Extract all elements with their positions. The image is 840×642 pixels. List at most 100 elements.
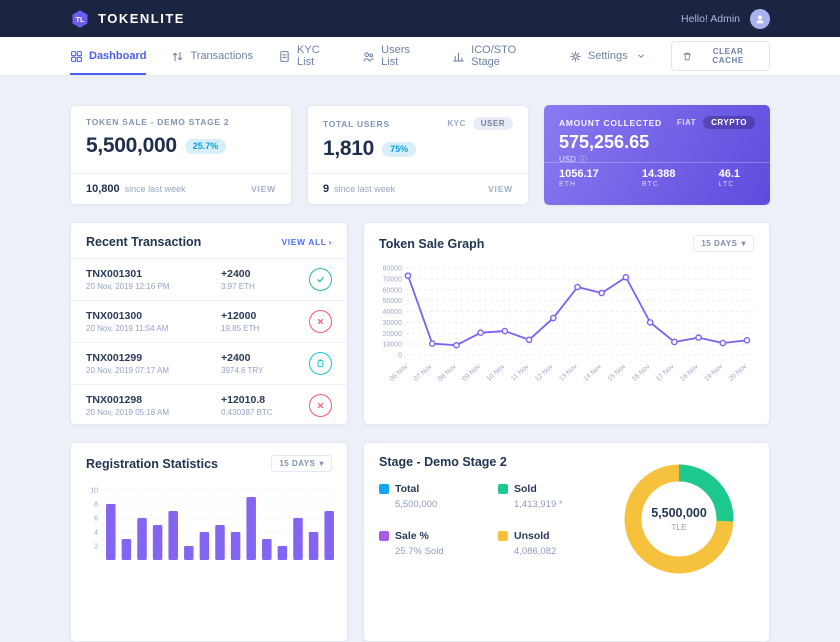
- graph-period-dropdown[interactable]: 15 DAYS ▾: [693, 235, 754, 252]
- total-users-percent-badge: 75%: [382, 141, 417, 157]
- nav-item-users-list[interactable]: Users List: [362, 37, 427, 75]
- nav-item-dashboard[interactable]: Dashboard: [70, 37, 147, 75]
- transaction-id: TNX001301: [86, 268, 143, 280]
- user-toggle[interactable]: USER: [472, 117, 513, 130]
- transaction-crypto-amount: 3.97 ETH: [221, 282, 255, 291]
- svg-text:13 Nov: 13 Nov: [558, 363, 579, 383]
- legend-value: 1,413,919 *: [514, 499, 563, 510]
- transaction-row[interactable]: TNX001300 20 Nov, 2019 11:54 AM +12000 1…: [71, 300, 347, 342]
- brand-logo[interactable]: TL TOKENLITE: [70, 9, 185, 29]
- eth-value: 1056.17: [559, 168, 599, 180]
- legend-value: 25.7% Sold: [395, 546, 444, 557]
- svg-text:6: 6: [94, 516, 98, 523]
- total-users-view-link[interactable]: VIEW: [488, 184, 513, 194]
- nav-item-label: Settings: [587, 50, 628, 62]
- chevron-down-icon: [637, 54, 644, 58]
- svg-text:0: 0: [398, 353, 402, 360]
- nav-item-kyc-list[interactable]: KYC List: [278, 37, 337, 75]
- registration-bar-chart: 2 4 6 8 10: [90, 488, 337, 560]
- token-sale-line-chart: 0 10000 20000 30000 40000 50000 60000 70000 8000…: [383, 266, 755, 383]
- transaction-crypto-amount: 0.430387 BTC: [221, 408, 273, 417]
- legend-label: Sale %: [395, 530, 429, 542]
- greeting-text: Hello! Admin: [681, 12, 740, 25]
- svg-text:11 Nov: 11 Nov: [510, 363, 531, 383]
- svg-text:15 Nov: 15 Nov: [607, 363, 628, 383]
- amount-collected-title: AMOUNT COLLECTED: [559, 117, 662, 128]
- svg-text:18 Nov: 18 Nov: [679, 363, 700, 383]
- btc-amount: 14.388 BTC: [642, 168, 676, 205]
- legend-label: Unsold: [514, 530, 550, 542]
- chevron-right-icon: ›: [328, 237, 332, 247]
- transaction-status-icon: [309, 394, 332, 417]
- total-users-delta: 9: [323, 183, 330, 195]
- total-users-value: 1,810: [323, 137, 375, 160]
- btc-label: BTC: [641, 181, 659, 188]
- token-sale-view-link[interactable]: VIEW: [251, 184, 276, 194]
- svg-text:12 Nov: 12 Nov: [534, 363, 555, 383]
- nav-item-label: Dashboard: [89, 50, 147, 62]
- svg-text:19 Nov: 19 Nov: [703, 363, 724, 383]
- transaction-status-icon: [309, 352, 332, 375]
- brand-name: TOKENLITE: [98, 11, 185, 26]
- fiat-toggle[interactable]: FIAT: [676, 118, 697, 127]
- kyc-toggle[interactable]: KYC: [447, 119, 466, 128]
- transaction-row[interactable]: TNX001298 20 Nov, 2019 05:18 AM +12010.8…: [71, 384, 347, 426]
- eth-amount: 1056.17 ETH: [559, 168, 599, 205]
- stage-card: Stage - Demo Stage 2 Total 5,500,000 Sol…: [363, 442, 770, 642]
- svg-text:2: 2: [94, 544, 98, 551]
- total-users-card: TOTAL USERS KYC USER 1,810 75% 9 since l…: [307, 105, 529, 205]
- chevron-down-icon: ▾: [741, 239, 746, 248]
- legend-item-unsold: Unsold 4,086,082: [498, 530, 603, 557]
- svg-text:30000: 30000: [383, 320, 403, 327]
- transaction-id: TNX001299: [86, 352, 143, 364]
- dashboard-icon: [71, 50, 82, 62]
- legend-value: 5,500,000: [395, 499, 438, 510]
- user-avatar[interactable]: [750, 8, 770, 29]
- clear-cache-button[interactable]: CLEAR CACHE: [670, 41, 770, 71]
- clear-cache-label: CLEAR CACHE: [712, 47, 744, 65]
- nav-item-label: Users List: [381, 44, 410, 68]
- transaction-id: TNX001298: [86, 394, 143, 406]
- crypto-toggle[interactable]: CRYPTO: [703, 116, 755, 129]
- tokenlite-logo-icon: TL: [72, 9, 88, 28]
- svg-text:16 Nov: 16 Nov: [631, 363, 652, 383]
- main-nav: Dashboard Transactions KYC List Users Li…: [0, 37, 840, 76]
- token-sale-graph-title: Token Sale Graph: [379, 236, 485, 251]
- graph-period-label: 15 DAYS: [701, 239, 738, 248]
- svg-text:60000: 60000: [383, 287, 403, 294]
- registration-period-dropdown[interactable]: 15 DAYS ▾: [271, 455, 332, 472]
- transaction-row[interactable]: TNX001301 20 Nov, 2019 12:16 PM +2400 3.…: [71, 258, 347, 300]
- legend-item-sold: Sold 1,413,919 *: [498, 483, 603, 510]
- token-sale-graph-card: Token Sale Graph 15 DAYS ▾ 0 10000 20000 30…: [363, 222, 770, 425]
- legend-swatch-sale-pct: [379, 531, 389, 541]
- recent-transactions-card: Recent Transaction VIEW ALL › TNX001301 …: [70, 222, 348, 425]
- legend-value: 4,086,082: [514, 546, 557, 557]
- nav-item-label: Transactions: [190, 50, 254, 62]
- gear-icon: [570, 50, 581, 62]
- nav-item-ico-sto-stage[interactable]: ICO/STO Stage: [452, 37, 544, 75]
- transaction-row[interactable]: TNX001299 20 Nov, 2019 07:17 AM +2400 39…: [71, 342, 347, 384]
- recent-transactions-title: Recent Transaction: [86, 235, 202, 249]
- user-icon: [756, 15, 764, 23]
- legend-swatch-unsold: [498, 531, 508, 541]
- svg-text:50000: 50000: [383, 298, 403, 305]
- svg-text:09 Nov: 09 Nov: [461, 363, 482, 383]
- view-all-link[interactable]: VIEW ALL ›: [281, 237, 332, 247]
- total-users-delta-label: since last week: [334, 184, 396, 194]
- ltc-value: 46.1: [718, 168, 740, 180]
- topbar: TL TOKENLITE Hello! Admin: [0, 0, 840, 37]
- token-sale-title: TOKEN SALE - DEMO STAGE 2: [86, 117, 230, 127]
- transaction-status-icon: [309, 310, 332, 333]
- nav-item-label: ICO/STO Stage: [471, 44, 517, 68]
- svg-text:80000: 80000: [383, 266, 403, 273]
- legend-swatch-sold: [498, 484, 508, 494]
- transaction-crypto-amount: 3974.6 TRY: [221, 366, 264, 375]
- token-sale-percent-badge: 25.7%: [184, 138, 227, 154]
- nav-item-transactions[interactable]: Transactions: [171, 37, 253, 75]
- nav-item-settings[interactable]: Settings: [569, 37, 646, 75]
- transaction-id: TNX001300: [86, 310, 143, 322]
- token-sale-value: 5,500,000: [86, 134, 177, 157]
- legend-item-total: Total 5,500,000: [379, 483, 484, 510]
- legend-swatch-total: [379, 484, 389, 494]
- users-list-icon: [363, 51, 374, 61]
